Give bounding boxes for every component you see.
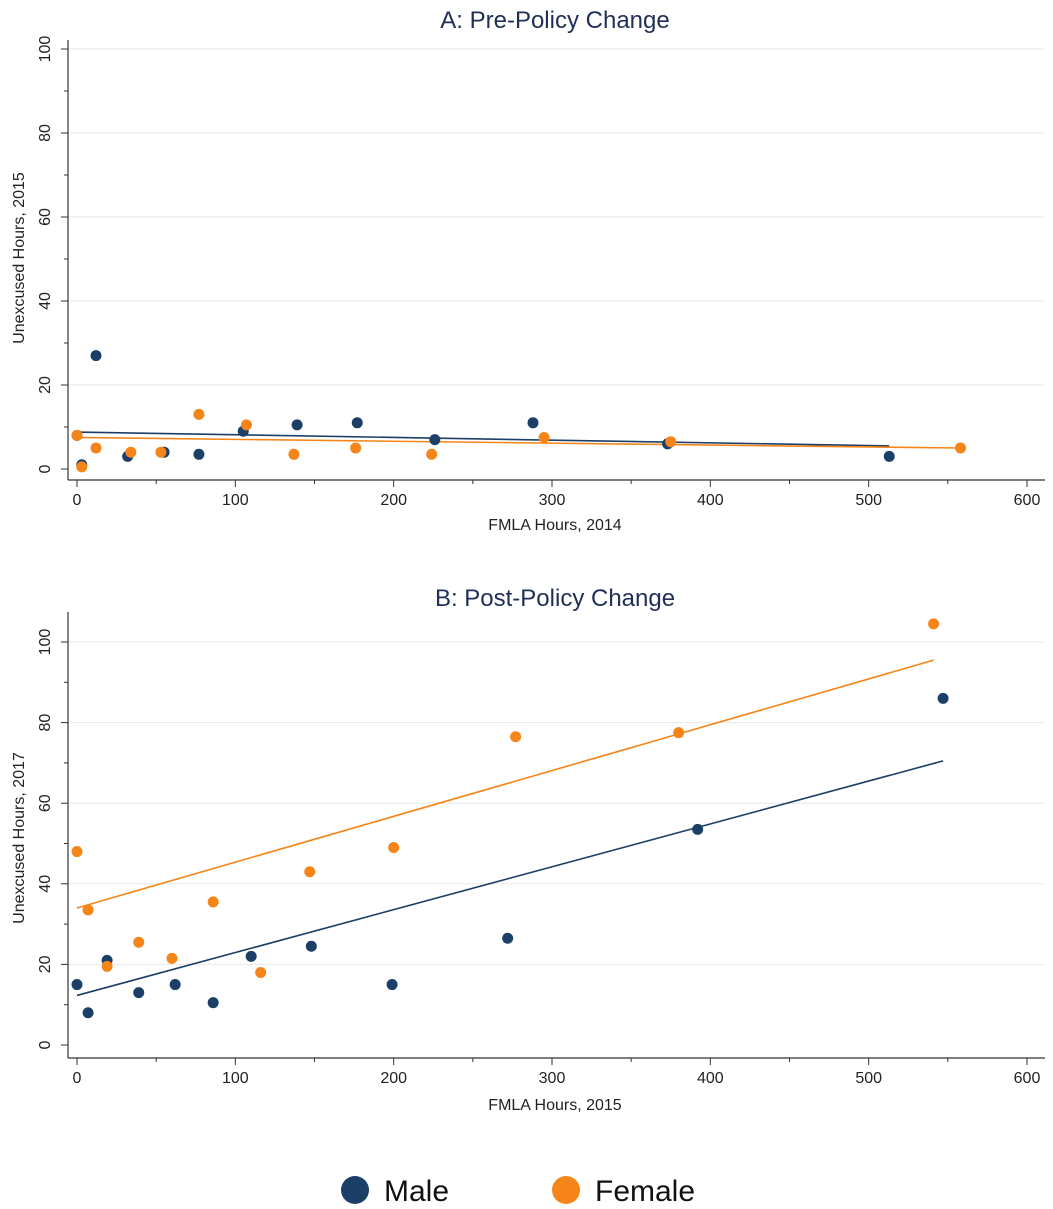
y-axis-label: Unexcused Hours, 2017 xyxy=(11,752,28,924)
data-point-male xyxy=(71,979,83,991)
data-point-male xyxy=(386,979,398,991)
data-point-male xyxy=(429,434,441,446)
data-point-female xyxy=(76,461,88,473)
x-tick-label: 600 xyxy=(1014,1070,1041,1087)
panel-a: 0 20 40 60 80 100 0 100 200 300 400 500 600 A: Pre-Po… xyxy=(11,7,1045,534)
data-point-male xyxy=(692,823,704,835)
x-tick-label: 300 xyxy=(539,492,566,509)
legend-label-male: Male xyxy=(384,1175,449,1208)
x-axis-label: FMLA Hours, 2015 xyxy=(488,1097,622,1114)
x-tick-label: 200 xyxy=(380,492,407,509)
y-tick-label: 40 xyxy=(37,292,54,310)
y-tick-label: 100 xyxy=(37,629,54,656)
data-point-female xyxy=(426,448,438,460)
data-point-male xyxy=(245,950,257,962)
y-tick-label: 20 xyxy=(37,955,54,973)
data-point-male xyxy=(937,692,949,704)
x-tick-label: 100 xyxy=(222,492,249,509)
data-point-female xyxy=(155,446,167,458)
y-tick-label: 60 xyxy=(37,208,54,226)
data-point-male xyxy=(207,997,219,1009)
fit-line-female xyxy=(76,436,961,449)
fit-line-male xyxy=(76,760,944,997)
data-point-female xyxy=(304,866,316,878)
data-point-female xyxy=(207,896,219,908)
data-point-male xyxy=(133,987,145,999)
fit-line-female xyxy=(76,659,934,909)
x-tick-label: 500 xyxy=(855,1070,882,1087)
data-point-male xyxy=(305,940,317,952)
y-tick-label: 100 xyxy=(37,36,54,63)
data-point-female xyxy=(125,446,137,458)
data-point-female xyxy=(673,727,685,739)
legend-label-female: Female xyxy=(595,1175,695,1208)
data-point-male xyxy=(90,350,102,362)
chart-title: B: Post-Policy Change xyxy=(435,585,675,612)
data-point-female xyxy=(255,966,267,978)
y-tick-label: 0 xyxy=(37,1040,54,1049)
data-point-male xyxy=(193,448,205,460)
y-tick-label: 20 xyxy=(37,376,54,394)
x-tick-label: 300 xyxy=(539,1070,566,1087)
data-point-female xyxy=(71,429,83,441)
data-point-female xyxy=(240,419,252,431)
legend-marker-male xyxy=(341,1176,369,1204)
x-tick-label: 0 xyxy=(73,1070,82,1087)
y-tick-label: 0 xyxy=(37,464,54,473)
x-tick-label: 0 xyxy=(73,492,82,509)
data-point-female xyxy=(350,442,362,454)
panel-b: 0 20 40 60 80 100 0 100 200 300 400 500 600 B: Post-P… xyxy=(11,585,1045,1114)
x-tick-label: 200 xyxy=(380,1070,407,1087)
data-point-male xyxy=(291,419,303,431)
data-point-male xyxy=(527,417,539,429)
data-point-female xyxy=(665,436,677,448)
legend: Male Female xyxy=(341,1175,695,1208)
data-point-male xyxy=(883,450,895,462)
data-point-female xyxy=(71,846,83,858)
data-point-female xyxy=(90,442,102,454)
y-tick-label: 60 xyxy=(37,794,54,812)
x-tick-label: 600 xyxy=(1014,492,1041,509)
y-tick-label: 40 xyxy=(37,875,54,893)
x-tick-label: 100 xyxy=(222,1070,249,1087)
data-point-female xyxy=(928,618,940,630)
data-point-male xyxy=(502,932,514,944)
data-point-female xyxy=(288,448,300,460)
fit-line-male xyxy=(76,431,890,447)
data-point-female xyxy=(101,960,113,972)
data-point-male xyxy=(351,417,363,429)
data-point-female xyxy=(193,408,205,420)
x-tick-label: 400 xyxy=(697,1070,724,1087)
chart-title: A: Pre-Policy Change xyxy=(440,7,669,34)
data-point-female xyxy=(82,904,94,916)
data-point-female xyxy=(133,936,145,948)
data-point-male xyxy=(82,1007,94,1019)
y-tick-label: 80 xyxy=(37,124,54,142)
data-point-female xyxy=(166,952,178,964)
data-point-female xyxy=(538,432,550,443)
data-point-male xyxy=(169,979,181,991)
x-tick-label: 500 xyxy=(855,492,882,509)
data-point-female xyxy=(955,442,966,454)
x-axis-label: FMLA Hours, 2014 xyxy=(488,517,622,534)
legend-marker-female xyxy=(552,1176,580,1204)
y-tick-label: 80 xyxy=(37,714,54,732)
y-axis-label: Unexcused Hours, 2015 xyxy=(11,172,28,344)
x-tick-label: 400 xyxy=(697,492,724,509)
data-point-female xyxy=(510,731,522,743)
data-point-female xyxy=(388,842,400,854)
